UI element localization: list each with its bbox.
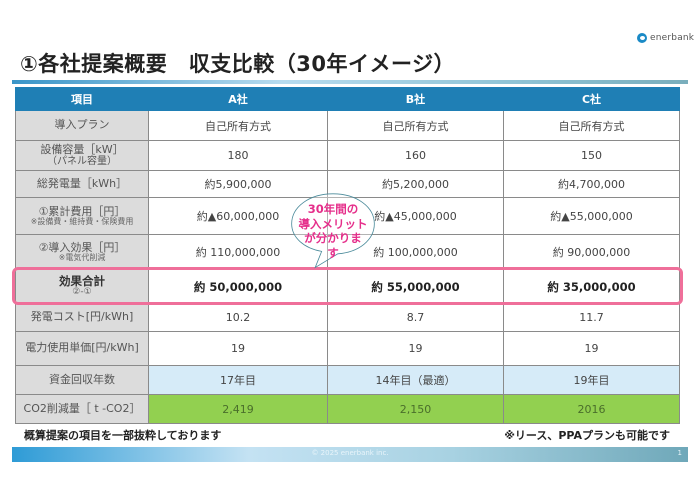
row-label: 総発電量［kWh］: [15, 170, 149, 198]
cell-b: 19: [327, 331, 504, 366]
row-label: 資金回収年数: [15, 365, 149, 395]
row-generation-cost: 発電コスト[円/kWh] 10.2 8.7 11.7: [15, 303, 680, 332]
table-header-row: 項目 A社 B社 C社: [15, 87, 680, 111]
title-divider: [12, 80, 688, 84]
cell-c: 150: [503, 140, 680, 171]
cell-a: 2,419: [148, 394, 328, 424]
cell-b: 14年目（最適）: [327, 365, 504, 395]
cell-a: 約5,900,000: [148, 170, 328, 198]
cell-b: 160: [327, 140, 504, 171]
row-label: ②導入効果［円］ ※電気代削減: [15, 234, 149, 270]
header-company-b: B社: [327, 87, 504, 111]
cell-a: 19: [148, 331, 328, 366]
row-label: ①累計費用［円］ ※設備費・維持費・保険費用: [15, 197, 149, 235]
cell-c: 11.7: [503, 303, 680, 332]
logo-text: enerbank: [650, 33, 695, 43]
page-title: ①各社提案概要 収支比較（30年イメージ）: [20, 52, 456, 76]
row-co2: CO2削減量［ t -CO2］ 2,419 2,150 2016: [15, 394, 680, 424]
enerbank-logo-icon: [637, 33, 647, 43]
excerpt-note: 概算提案の項目を一部抜粋しております: [24, 429, 222, 442]
cell-c: 19年目: [503, 365, 680, 395]
cell-a: 180: [148, 140, 328, 171]
cell-b: 約▲45,000,000: [327, 197, 504, 235]
row-plan: 導入プラン 自己所有方式 自己所有方式 自己所有方式: [15, 110, 680, 141]
header-company-c: C社: [503, 87, 680, 111]
row-payback: 資金回収年数 17年目 14年目（最適） 19年目: [15, 365, 680, 395]
cell-b: 約5,200,000: [327, 170, 504, 198]
cell-b: 2,150: [327, 394, 504, 424]
row-label: 発電コスト[円/kWh]: [15, 303, 149, 332]
row-label: 導入プラン: [15, 110, 149, 141]
header-company-a: A社: [148, 87, 328, 111]
lease-ppa-note: ※リース、PPAプランも可能です: [504, 429, 670, 442]
row-cumulative-cost: ①累計費用［円］ ※設備費・維持費・保険費用 約▲60,000,000 約▲45,…: [15, 197, 680, 235]
page-number: 1: [677, 449, 682, 457]
cell-c: 19: [503, 331, 680, 366]
enerbank-logo: enerbank: [637, 33, 694, 43]
row-label: 電力使用単価[円/kWh]: [15, 331, 149, 366]
row-label: CO2削減量［ t -CO2］: [15, 394, 149, 424]
cell-c: 約 35,000,000: [503, 269, 680, 304]
cell-a: 10.2: [148, 303, 328, 332]
row-unit-price: 電力使用単価[円/kWh] 19 19 19: [15, 331, 680, 366]
row-total-generation: 総発電量［kWh］ 約5,900,000 約5,200,000 約4,700,0…: [15, 170, 680, 198]
row-net-effect: 効果合計 ②-① 約 50,000,000 約 55,000,000 約 35,0…: [15, 269, 680, 304]
callout-text: 30年間の 導入メリット が分かりま す: [298, 202, 368, 260]
copyright: © 2025 enerbank inc.: [311, 449, 389, 457]
cell-a: 17年目: [148, 365, 328, 395]
cell-c: 約4,700,000: [503, 170, 680, 198]
row-capacity: 設備容量［kW］ （パネル容量） 180 160 150: [15, 140, 680, 171]
cell-c: 自己所有方式: [503, 110, 680, 141]
speech-bubble-icon: [291, 193, 375, 269]
cell-b: 自己所有方式: [327, 110, 504, 141]
header-item: 項目: [15, 87, 149, 111]
cell-b: 約 55,000,000: [327, 269, 504, 304]
cell-a: 約 110,000,000: [148, 234, 328, 270]
footer-bar: © 2025 enerbank inc. 1: [12, 447, 688, 462]
cell-c: 約▲55,000,000: [503, 197, 680, 235]
cell-a: 自己所有方式: [148, 110, 328, 141]
comparison-table: 項目 A社 B社 C社 導入プラン 自己所有方式 自己所有方式 自己所有方式 設…: [15, 87, 680, 424]
cell-b: 8.7: [327, 303, 504, 332]
cell-c: 2016: [503, 394, 680, 424]
cell-c: 約 90,000,000: [503, 234, 680, 270]
cell-a: 約 50,000,000: [148, 269, 328, 304]
row-label: 効果合計 ②-①: [15, 269, 149, 304]
cell-a: 約▲60,000,000: [148, 197, 328, 235]
row-label: 設備容量［kW］ （パネル容量）: [15, 140, 149, 171]
